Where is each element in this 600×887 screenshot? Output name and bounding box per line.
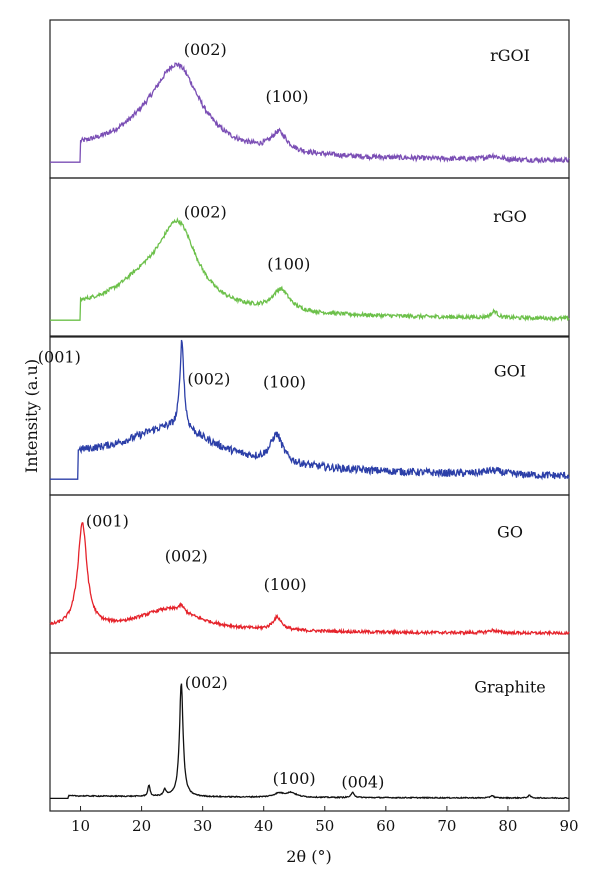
peak-label: (100): [263, 373, 306, 392]
peak-label: (002): [184, 203, 227, 222]
series-name-label: rGOI: [490, 46, 530, 65]
panels-group: (002) (100) rGOI (002) (100) rGO (001) (002) (10…: [38, 19, 570, 812]
x-tick-label: 30: [193, 817, 212, 835]
peak-label: (002): [184, 40, 227, 59]
x-tick-label: 70: [437, 817, 456, 835]
panel-frame: [49, 652, 570, 812]
series-line-rgoi: [50, 62, 570, 164]
series-name-label: rGO: [493, 207, 527, 226]
peak-label: (100): [267, 255, 310, 274]
x-axis-label: 2θ (°): [286, 847, 331, 866]
panel-frame: [49, 19, 570, 179]
panel-go: (001) (002) (100) GO: [49, 494, 570, 654]
x-tick-label: 80: [498, 817, 517, 835]
peak-label: (002): [187, 369, 230, 388]
x-tick-label: 60: [376, 817, 395, 835]
peak-label: (002): [185, 673, 228, 692]
peak-label: (002): [165, 546, 208, 565]
peak-label: (001): [86, 512, 129, 531]
x-tick-label: 20: [132, 817, 151, 835]
panel-goi: (001) (002) (100) GOI: [38, 336, 570, 496]
x-tick-label: 50: [315, 817, 334, 835]
series-name-label: GO: [497, 523, 523, 542]
series-line-rgo: [50, 217, 570, 323]
series-line-goi: [50, 339, 570, 481]
panel-frame: [49, 177, 570, 337]
peak-label: (100): [265, 87, 308, 106]
series-name-label: Graphite: [474, 678, 546, 697]
panel-rgoi: (002) (100) rGOI: [49, 19, 570, 179]
y-axis-label: Intensity (a.u): [22, 359, 41, 473]
panel-rgo: (002) (100) rGO: [49, 177, 570, 337]
series-line-graphite: [50, 683, 570, 800]
x-axis: 10 20 30 40 50 60 70 80 90: [71, 806, 579, 835]
peak-label: (001): [38, 347, 81, 366]
x-tick-label: 90: [559, 817, 578, 835]
peak-label: (004): [341, 772, 384, 791]
x-tick-label: 40: [254, 817, 273, 835]
series-name-label: GOI: [494, 362, 526, 381]
panel-graphite: (002) (100) (004) Graphite: [49, 652, 570, 812]
series-line-go: [49, 521, 570, 637]
peak-label: (100): [273, 769, 316, 788]
x-tick-label: 10: [71, 817, 90, 835]
peak-label: (100): [264, 575, 307, 594]
